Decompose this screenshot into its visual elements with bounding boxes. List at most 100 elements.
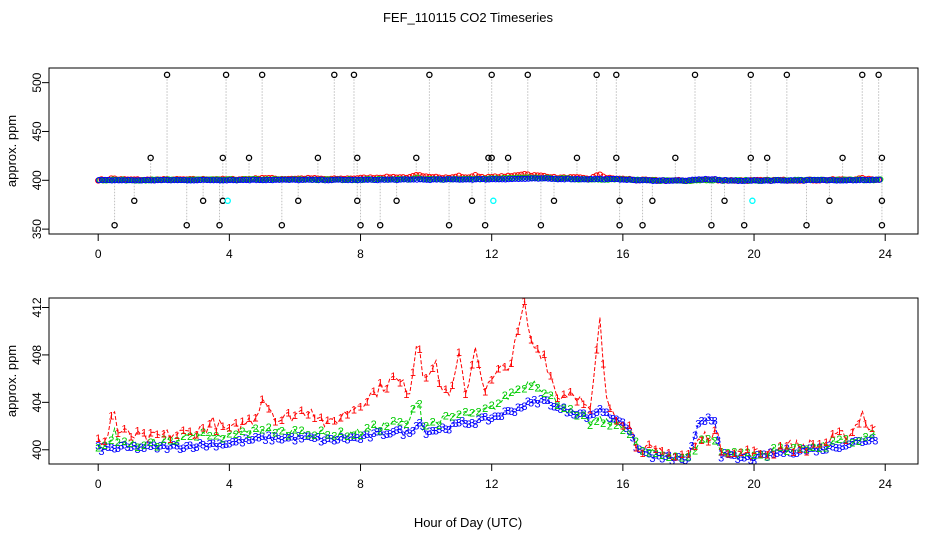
series-1-marker: 1 [174,430,180,442]
outlier-low [878,221,886,229]
panel-smoothed-xtick-label: 0 [95,477,102,491]
series-1-marker: 1 [738,447,744,459]
series-2-marker: 2 [449,411,455,423]
series-1-marker: 1 [377,377,383,389]
series-3-marker: 3 [790,448,796,460]
point-series3 [577,176,584,183]
series-3-marker: 3 [154,444,160,456]
series-1-marker: 1 [692,441,698,453]
point-series3 [853,177,860,184]
series-3-marker: 3 [754,450,760,462]
point-series3 [810,176,817,184]
series-2-marker: 2 [797,442,803,454]
point-series3 [236,176,243,184]
point-series3 [485,176,493,183]
series-3-marker: 3 [413,420,419,432]
outlier-mid [573,154,581,162]
series-3-marker: 3 [489,413,495,425]
point-series3 [285,176,293,184]
point-series3 [463,176,470,183]
series-1-marker: 1 [443,384,449,396]
series-1-marker: 1 [554,393,560,405]
series-3-marker: 3 [164,444,170,456]
point-series3 [607,175,614,182]
series-1-marker: 1 [194,430,200,442]
point-series3 [715,176,722,184]
series-1-marker: 1 [823,437,829,449]
series-3-marker: 3 [239,438,245,450]
series-1-marker: 1 [279,415,285,427]
series-3-marker: 3 [803,446,809,458]
series-3-marker: 3 [859,437,865,449]
series-2-marker: 2 [639,445,645,457]
outlier-mid [147,154,154,162]
panel-smoothed-xtick-label: 24 [879,477,893,491]
point-series3 [718,177,726,184]
point-series3 [299,176,306,183]
point-series3 [410,176,417,183]
series-3-marker: 3 [394,425,400,437]
series-2-marker: 2 [102,440,108,452]
series-1-marker: 1 [672,451,678,463]
series-3-marker: 3 [646,448,652,460]
point-series3 [626,176,634,183]
series-3-marker: 3 [492,411,498,423]
point-series3 [590,176,598,183]
series-1-marker: 1 [712,425,718,437]
series-2-marker: 2 [758,449,764,461]
series-3-marker: 3 [502,406,508,418]
series-3-marker: 3 [479,412,485,424]
series-2-marker: 2 [423,420,429,432]
point-series3 [335,176,342,183]
series-3-marker: 3 [587,409,593,421]
series-1-marker: 1 [390,371,396,383]
series-3-marker: 3 [564,408,570,420]
point-series3 [646,177,653,184]
series-3-marker: 3 [138,442,144,454]
series-1-marker: 1 [318,412,324,424]
series-3-marker: 3 [590,409,596,421]
outlier-low [481,221,489,229]
series-1-marker: 1 [639,448,645,460]
series-2-marker: 2 [666,452,672,464]
point-series3 [430,176,437,183]
outlier-mid [613,154,620,162]
point-series3 [630,176,637,184]
series-3-marker: 3 [649,453,655,465]
series-1-marker: 1 [456,347,462,359]
panel-smoothed-ylabel: approx. ppm [4,345,19,417]
series-2-marker: 2 [626,429,632,441]
series-1-marker: 1 [338,413,344,425]
series-2-marker: 2 [226,428,232,440]
outlier-low [639,221,646,229]
series-3-marker: 3 [771,449,777,461]
series-2-marker: 2 [364,422,370,434]
point-series3 [676,177,683,184]
series-1-marker: 1 [856,418,862,430]
series-3-marker: 3 [453,418,459,430]
series-1-marker: 1 [528,335,534,347]
point-series3 [512,175,519,182]
series-3-marker: 3 [259,431,265,443]
point-series3 [138,177,145,184]
series-3-marker: 3 [341,433,347,445]
series-1-marker: 1 [790,447,796,459]
series-3-marker: 3 [653,449,659,461]
series-3-marker: 3 [197,438,203,450]
series-2-marker: 2 [194,432,200,444]
series-1-marker: 1 [771,449,777,461]
point-series3 [771,177,778,184]
series-2-marker: 2 [502,390,508,402]
outlier-low [111,221,118,229]
panel-raw-xtick-label: 16 [616,247,630,261]
series-3-marker: 3 [692,430,698,442]
series-2-marker: 2 [253,423,259,435]
panel-smoothed-frame [48,297,919,465]
point-series3 [433,176,440,183]
panel-raw-xtick-label: 20 [747,247,761,261]
series-3-marker: 3 [476,414,482,426]
point-series3 [266,176,273,184]
series-1-marker: 1 [653,444,659,456]
series-1-marker: 1 [541,349,547,361]
series-1-marker: 1 [862,419,868,431]
